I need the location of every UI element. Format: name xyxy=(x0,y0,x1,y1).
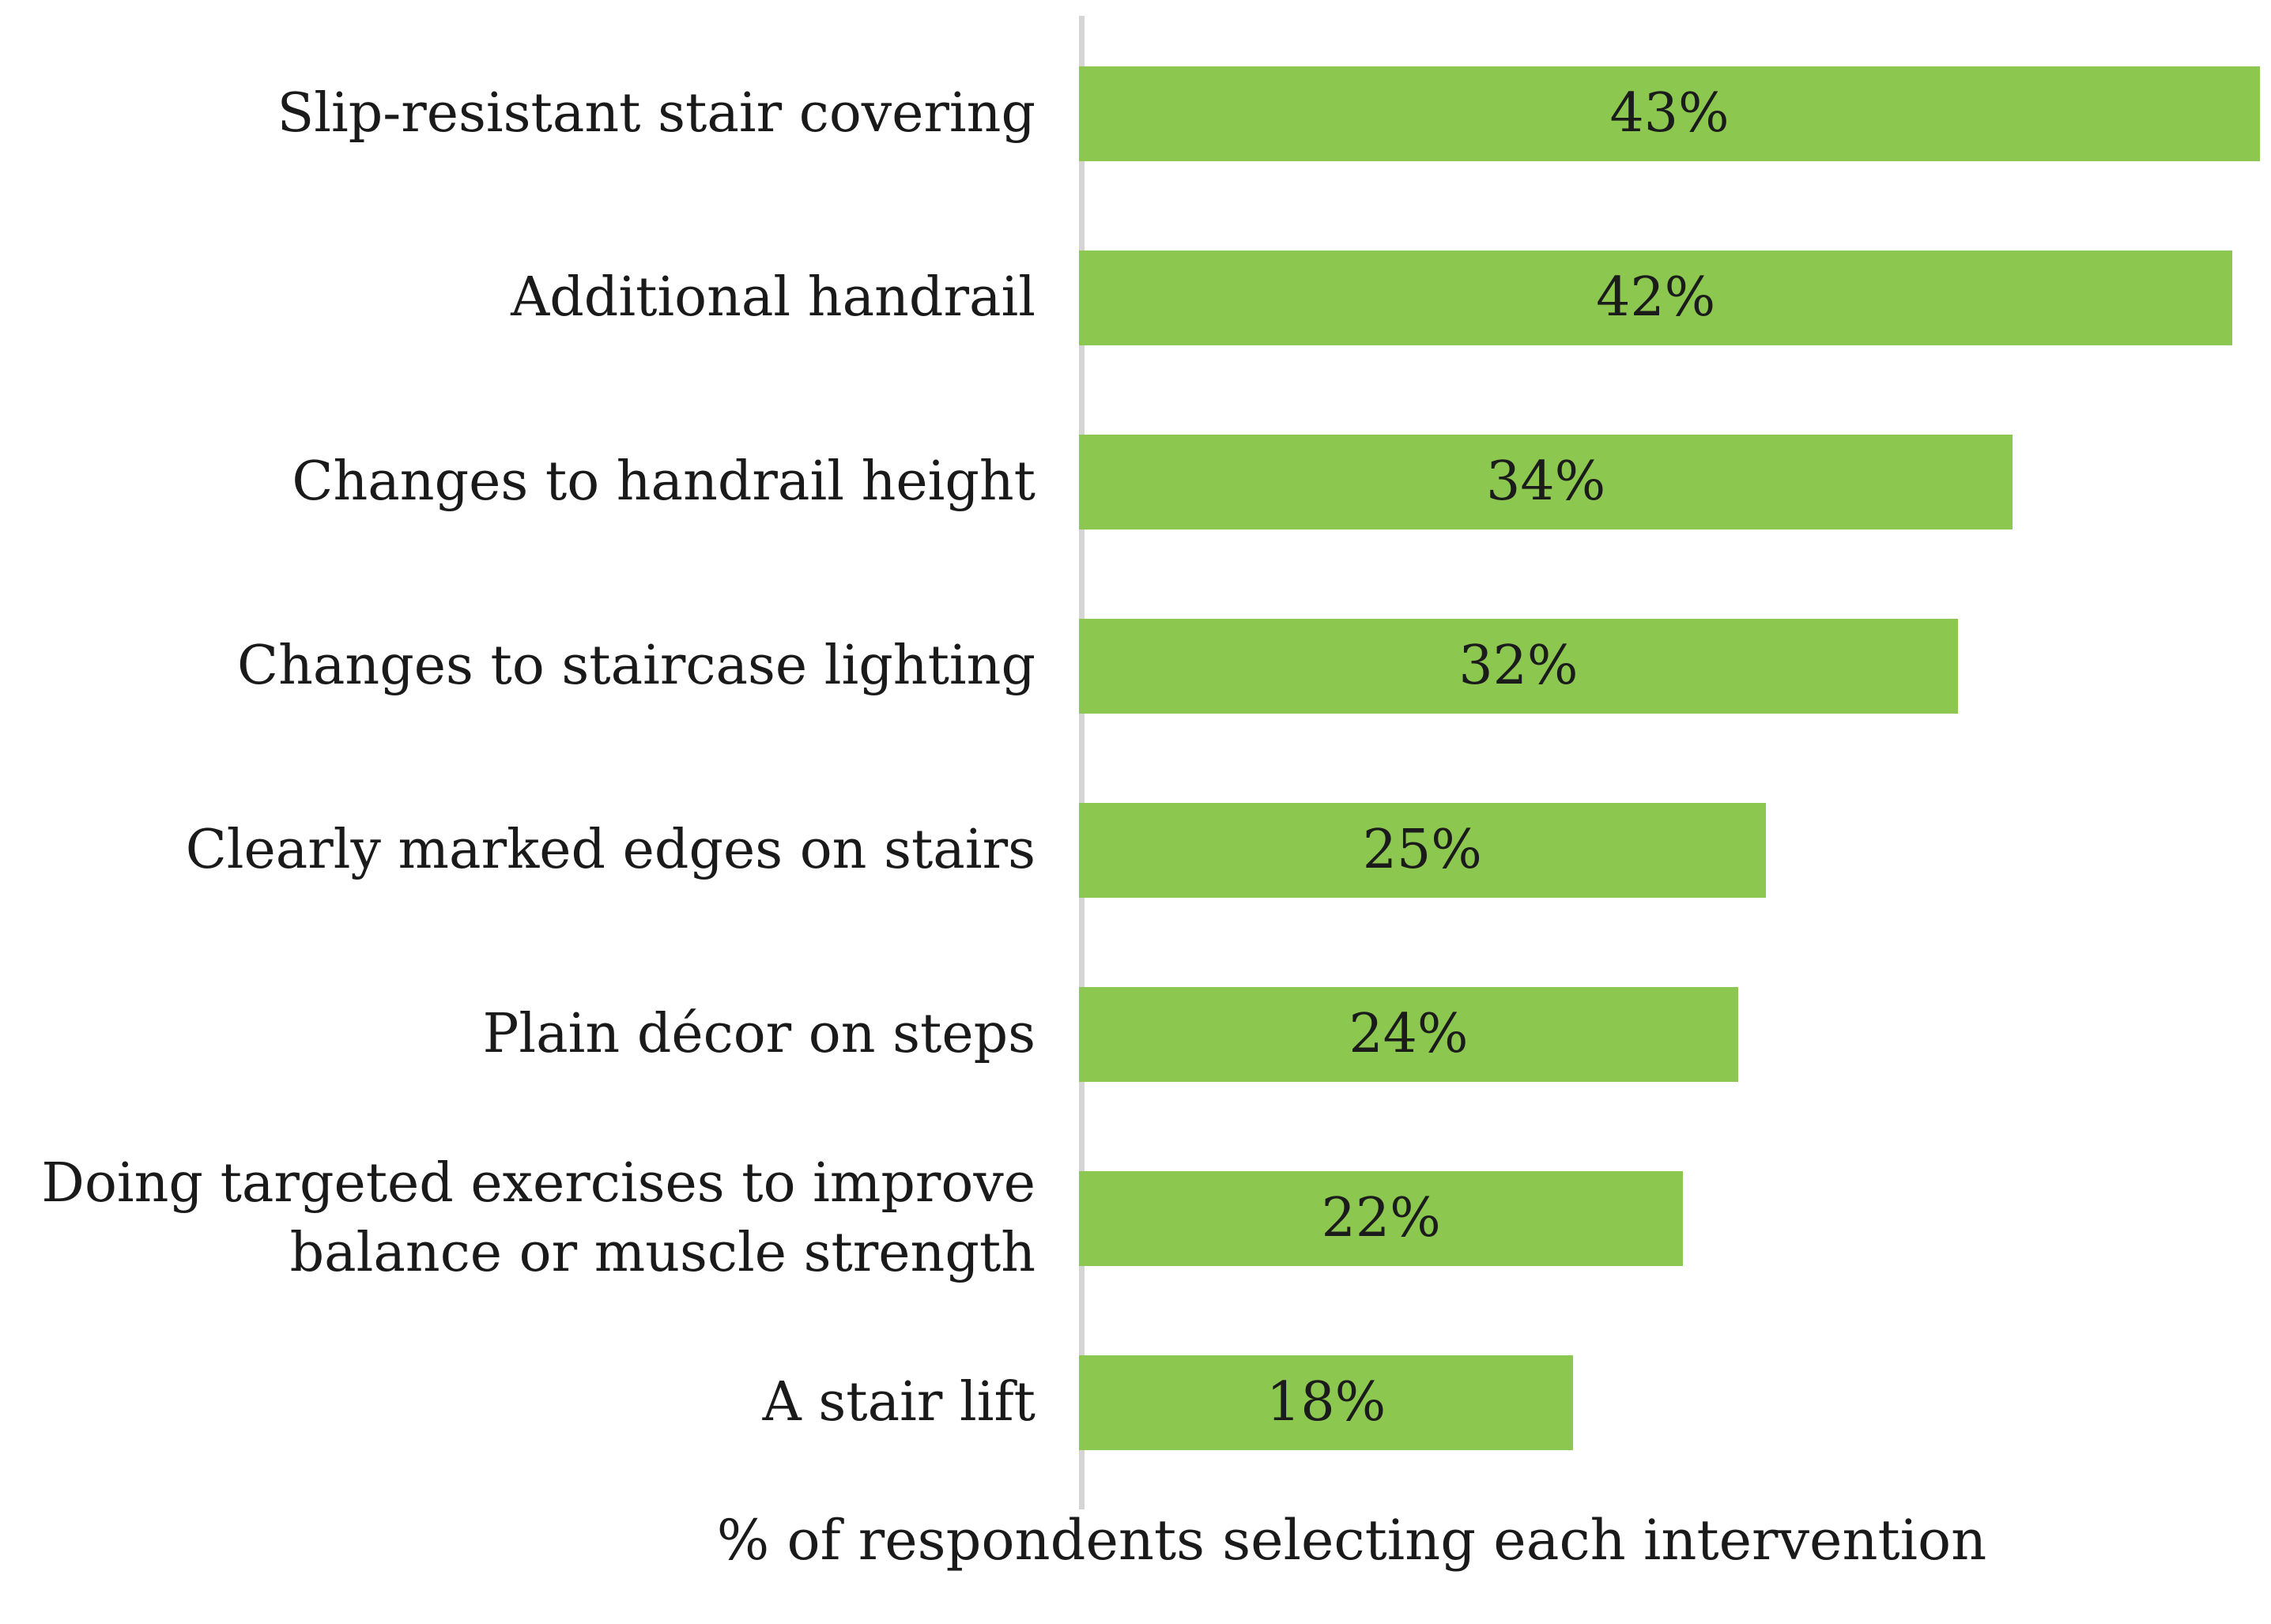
bar-track: 25% xyxy=(1079,758,2271,942)
bar-row: A stair lift 18% xyxy=(0,1310,2271,1494)
bar-value-label: 32% xyxy=(1458,635,1579,697)
category-label: A stair lift xyxy=(762,1370,1036,1434)
bar-row: Plain décor on steps 24% xyxy=(0,942,2271,1126)
bar: 22% xyxy=(1079,1170,1684,1266)
bar-track: 32% xyxy=(1079,574,2271,758)
y-axis-line xyxy=(1079,16,1085,1509)
bar: 25% xyxy=(1079,802,1766,898)
category-label: Clearly marked edges on stairs xyxy=(185,818,1036,881)
bar-value-label: 43% xyxy=(1609,82,1730,145)
plot-area: Slip-resistant stair covering 43% Additi… xyxy=(0,21,2271,1494)
bar: 42% xyxy=(1079,250,2233,345)
category-label: Changes to handrail height xyxy=(292,450,1036,513)
bar: 34% xyxy=(1079,434,2013,529)
category-label: Plain décor on steps xyxy=(482,1002,1036,1065)
category-label: Doing targeted exercises to improve bala… xyxy=(41,1152,1036,1284)
bar: 32% xyxy=(1079,618,1958,714)
bar-track: 22% xyxy=(1079,1126,2271,1310)
bar-row: Additional handrail 42% xyxy=(0,205,2271,390)
bar-row: Clearly marked edges on stairs 25% xyxy=(0,758,2271,942)
bar-value-label: 24% xyxy=(1349,1003,1469,1065)
bar-row: Slip-resistant stair covering 43% xyxy=(0,21,2271,205)
bar-row: Doing targeted exercises to improve bala… xyxy=(0,1126,2271,1310)
bar-track: 34% xyxy=(1079,390,2271,574)
category-label: Changes to staircase lighting xyxy=(237,634,1036,697)
bar: 18% xyxy=(1079,1355,1574,1450)
bar-row: Changes to staircase lighting 32% xyxy=(0,574,2271,758)
category-label: Additional handrail xyxy=(511,266,1036,329)
bar-track: 42% xyxy=(1079,205,2271,390)
bar-track: 24% xyxy=(1079,942,2271,1126)
bar-value-label: 34% xyxy=(1486,450,1606,513)
bar-track: 43% xyxy=(1079,21,2271,205)
x-axis-label: % of respondents selecting each interven… xyxy=(716,1508,1987,1573)
bar-value-label: 22% xyxy=(1321,1187,1441,1249)
bar-value-label: 42% xyxy=(1596,266,1716,329)
bar-track: 18% xyxy=(1079,1310,2271,1494)
bar: 43% xyxy=(1079,66,2261,161)
bar: 24% xyxy=(1079,986,1738,1082)
bar-row: Changes to handrail height 34% xyxy=(0,390,2271,574)
bar-value-label: 25% xyxy=(1362,819,1482,881)
bar-value-label: 18% xyxy=(1266,1371,1386,1434)
category-label: Slip-resistant stair covering xyxy=(277,81,1036,145)
